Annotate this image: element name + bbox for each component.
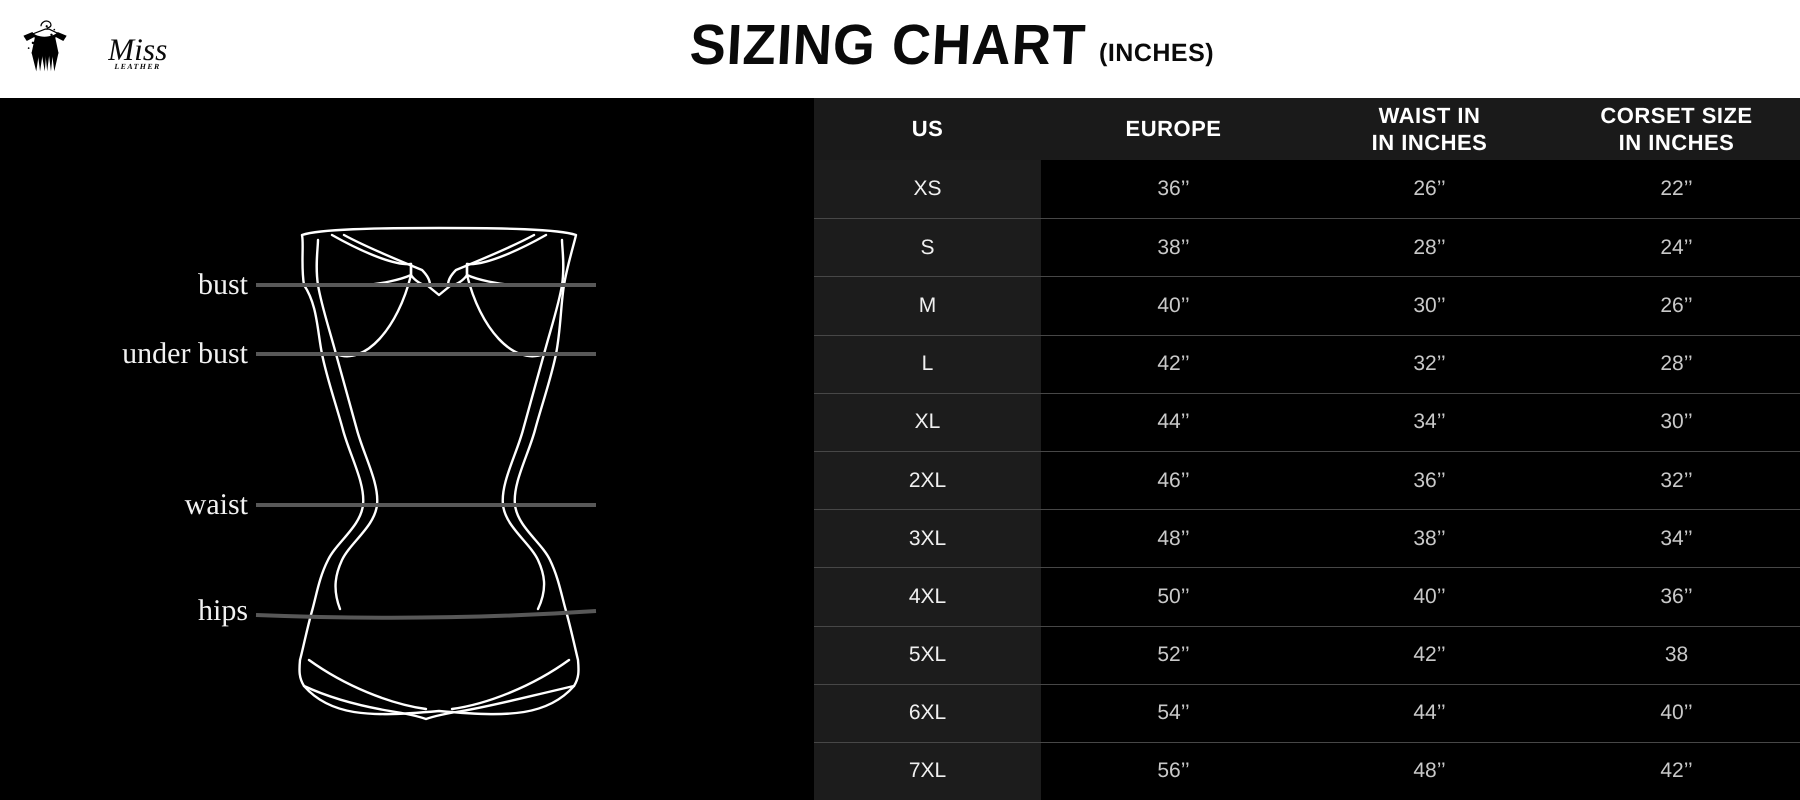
svg-text:LEATHER: LEATHER [114,62,161,71]
